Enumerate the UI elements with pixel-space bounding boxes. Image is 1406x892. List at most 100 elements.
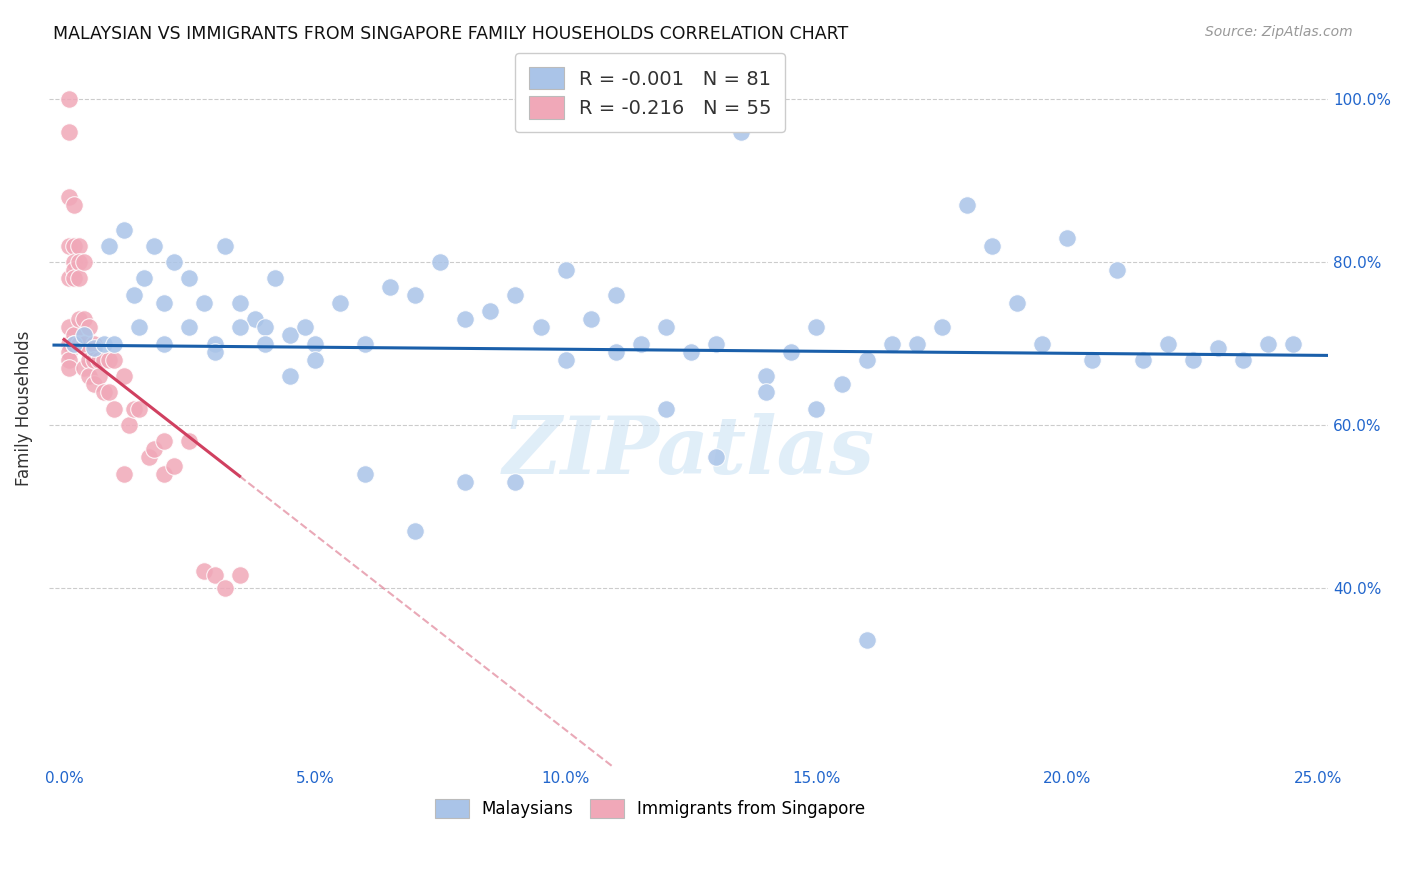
Point <box>404 524 426 538</box>
Point <box>253 320 276 334</box>
Point <box>63 328 86 343</box>
Point <box>228 568 250 582</box>
Point <box>179 320 201 334</box>
Point <box>1232 352 1254 367</box>
Y-axis label: Family Households: Family Households <box>15 331 32 486</box>
Point <box>1031 336 1053 351</box>
Point <box>58 320 80 334</box>
Point <box>93 352 115 367</box>
Point <box>122 287 145 301</box>
Point <box>112 467 135 481</box>
Point <box>63 255 86 269</box>
Point <box>63 336 86 351</box>
Point <box>780 344 803 359</box>
Point <box>294 320 316 334</box>
Point <box>880 336 903 351</box>
Point <box>179 434 201 449</box>
Point <box>278 328 301 343</box>
Point <box>63 239 86 253</box>
Point <box>143 442 166 457</box>
Point <box>1282 336 1305 351</box>
Point <box>77 369 100 384</box>
Point <box>529 320 551 334</box>
Point <box>163 458 186 473</box>
Point <box>329 296 352 310</box>
Point <box>806 320 828 334</box>
Point <box>214 239 236 253</box>
Point <box>704 336 727 351</box>
Point <box>605 344 627 359</box>
Point <box>855 633 877 648</box>
Point <box>118 417 141 432</box>
Point <box>89 352 111 367</box>
Point <box>855 352 877 367</box>
Point <box>730 125 752 139</box>
Point <box>153 336 176 351</box>
Point <box>304 352 326 367</box>
Point <box>63 198 86 212</box>
Point <box>134 271 156 285</box>
Point <box>73 255 96 269</box>
Point <box>505 475 527 489</box>
Point <box>655 320 678 334</box>
Point <box>204 568 226 582</box>
Point <box>103 336 125 351</box>
Point <box>58 93 80 107</box>
Point <box>63 271 86 285</box>
Point <box>77 320 100 334</box>
Point <box>73 360 96 375</box>
Point <box>1206 341 1229 355</box>
Point <box>83 336 105 351</box>
Point <box>112 222 135 236</box>
Point <box>112 369 135 384</box>
Point <box>454 475 477 489</box>
Point <box>89 369 111 384</box>
Point <box>58 336 80 351</box>
Point <box>103 401 125 416</box>
Point <box>93 336 115 351</box>
Point <box>77 352 100 367</box>
Point <box>153 296 176 310</box>
Point <box>58 239 80 253</box>
Point <box>63 263 86 277</box>
Point <box>228 320 250 334</box>
Point <box>67 312 90 326</box>
Point <box>1056 231 1078 245</box>
Point <box>58 271 80 285</box>
Point <box>429 255 451 269</box>
Point <box>214 581 236 595</box>
Point <box>1081 352 1104 367</box>
Point <box>354 467 377 481</box>
Point <box>73 312 96 326</box>
Point <box>204 344 226 359</box>
Point <box>73 328 96 343</box>
Point <box>93 385 115 400</box>
Point <box>193 564 215 578</box>
Point <box>58 352 80 367</box>
Point <box>179 271 201 285</box>
Point <box>278 369 301 384</box>
Point <box>1156 336 1178 351</box>
Point <box>73 336 96 351</box>
Point <box>605 287 627 301</box>
Point <box>505 287 527 301</box>
Text: Source: ZipAtlas.com: Source: ZipAtlas.com <box>1205 25 1353 39</box>
Point <box>83 341 105 355</box>
Point <box>143 239 166 253</box>
Point <box>378 279 401 293</box>
Point <box>153 467 176 481</box>
Point <box>83 377 105 392</box>
Point <box>163 255 186 269</box>
Point <box>98 352 121 367</box>
Point <box>193 296 215 310</box>
Point <box>128 320 150 334</box>
Point <box>128 401 150 416</box>
Point <box>243 312 266 326</box>
Point <box>704 450 727 465</box>
Point <box>98 239 121 253</box>
Point <box>122 401 145 416</box>
Point <box>831 377 853 392</box>
Point <box>204 336 226 351</box>
Point <box>58 125 80 139</box>
Point <box>1005 296 1028 310</box>
